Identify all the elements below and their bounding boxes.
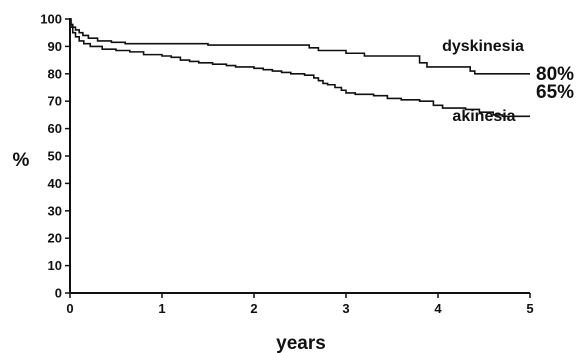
end-value-label-dyskinesia: 80% bbox=[536, 64, 574, 85]
x-tick-label: 3 bbox=[342, 301, 349, 316]
y-tick-label: 30 bbox=[48, 203, 62, 218]
x-tick-label: 5 bbox=[526, 301, 533, 316]
curves bbox=[70, 18, 530, 118]
y-tick-label: 100 bbox=[40, 12, 62, 27]
x-tick-label: 2 bbox=[250, 301, 257, 316]
x-axis-title: years bbox=[276, 333, 326, 353]
y-tick-label: 90 bbox=[48, 39, 62, 54]
x-tick-label: 4 bbox=[434, 301, 442, 316]
y-tick-label: 50 bbox=[48, 149, 62, 164]
series-label-akinesia: akinesia bbox=[452, 108, 515, 125]
y-tick-label: 20 bbox=[48, 231, 62, 246]
y-tick-label: 10 bbox=[48, 258, 62, 273]
x-tick-label: 0 bbox=[66, 301, 73, 316]
y-tick-label: 70 bbox=[48, 94, 62, 109]
series-line-dyskinesia bbox=[70, 18, 530, 75]
y-tick-label: 60 bbox=[48, 121, 62, 136]
y-axis-title: % bbox=[13, 150, 30, 171]
series-line-akinesia bbox=[70, 18, 530, 118]
y-tick-label: 40 bbox=[48, 176, 62, 191]
x-tick-label: 1 bbox=[158, 301, 165, 316]
series-label-dyskinesia: dyskinesia bbox=[442, 38, 524, 55]
y-axis-ticks: 0 10 20 30 40 50 60 70 80 90 100 bbox=[40, 12, 70, 301]
end-value-label-akinesia: 65% bbox=[536, 82, 574, 103]
x-axis-ticks: 0 1 2 3 4 5 bbox=[66, 293, 534, 316]
y-tick-label: 80 bbox=[48, 66, 62, 81]
y-tick-label: 0 bbox=[55, 286, 62, 301]
